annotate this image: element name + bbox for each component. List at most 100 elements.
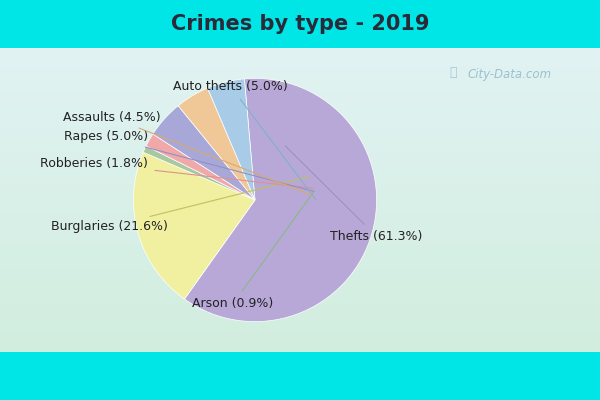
Bar xyxy=(0,270,600,273)
Bar xyxy=(0,66,600,69)
Bar xyxy=(0,346,600,349)
Wedge shape xyxy=(143,146,255,200)
Text: Auto thefts (5.0%): Auto thefts (5.0%) xyxy=(173,80,316,200)
Bar xyxy=(0,312,600,316)
Text: Rapes (5.0%): Rapes (5.0%) xyxy=(64,130,314,191)
Bar xyxy=(0,322,600,325)
Bar xyxy=(0,218,600,221)
Bar xyxy=(0,328,600,331)
Bar xyxy=(0,112,600,115)
Bar xyxy=(0,246,600,249)
Bar xyxy=(0,325,600,328)
Bar xyxy=(0,185,600,188)
Bar xyxy=(0,151,600,154)
Bar xyxy=(0,242,600,246)
Bar xyxy=(0,166,600,170)
Bar xyxy=(0,291,600,294)
Wedge shape xyxy=(208,79,255,200)
Bar xyxy=(0,63,600,66)
Bar xyxy=(0,182,600,185)
Bar xyxy=(0,282,600,285)
Bar xyxy=(0,273,600,276)
Bar xyxy=(0,234,600,236)
Bar xyxy=(0,72,600,75)
Bar xyxy=(0,106,600,109)
Text: Burglaries (21.6%): Burglaries (21.6%) xyxy=(50,176,309,233)
Wedge shape xyxy=(133,152,255,299)
Bar xyxy=(0,331,600,334)
Bar xyxy=(0,261,600,264)
Bar xyxy=(0,215,600,218)
Bar xyxy=(0,318,600,322)
Bar xyxy=(0,249,600,252)
Bar xyxy=(0,300,600,303)
Bar xyxy=(0,139,600,142)
Bar xyxy=(0,221,600,224)
Bar xyxy=(0,54,600,57)
Bar xyxy=(0,179,600,182)
Text: Assaults (4.5%): Assaults (4.5%) xyxy=(62,111,314,196)
Bar xyxy=(0,343,600,346)
Bar xyxy=(0,334,600,337)
Bar xyxy=(0,121,600,124)
Bar xyxy=(0,82,600,84)
Bar xyxy=(0,148,600,151)
Bar xyxy=(0,100,600,103)
Bar xyxy=(0,203,600,206)
Bar xyxy=(0,75,600,78)
Bar xyxy=(0,288,600,291)
Bar xyxy=(0,48,600,51)
Bar xyxy=(0,306,600,310)
Wedge shape xyxy=(153,106,255,200)
Bar xyxy=(0,200,600,203)
Bar xyxy=(0,294,600,297)
Bar xyxy=(0,227,600,230)
Bar xyxy=(0,212,600,215)
Bar xyxy=(0,176,600,179)
Text: ⦿: ⦿ xyxy=(449,66,457,79)
Bar xyxy=(0,160,600,164)
Bar xyxy=(0,173,600,176)
Bar xyxy=(0,154,600,158)
Bar xyxy=(0,191,600,194)
Bar xyxy=(0,188,600,191)
Bar xyxy=(0,136,600,139)
Bar xyxy=(0,349,600,352)
Bar xyxy=(0,84,600,88)
Bar xyxy=(0,267,600,270)
Wedge shape xyxy=(184,78,377,322)
Bar xyxy=(0,303,600,306)
Bar xyxy=(0,240,600,242)
Bar xyxy=(0,276,600,279)
Text: Thefts (61.3%): Thefts (61.3%) xyxy=(286,146,423,243)
Bar xyxy=(0,206,600,209)
Text: Crimes by type - 2019: Crimes by type - 2019 xyxy=(171,14,429,34)
Bar xyxy=(0,130,600,133)
Text: Arson (0.9%): Arson (0.9%) xyxy=(193,191,314,310)
Bar xyxy=(0,194,600,197)
Bar xyxy=(0,103,600,106)
Bar xyxy=(0,316,600,318)
Bar xyxy=(0,255,600,258)
Bar xyxy=(0,285,600,288)
Bar xyxy=(0,88,600,90)
Bar xyxy=(0,142,600,145)
Wedge shape xyxy=(178,88,255,200)
Bar xyxy=(0,158,600,160)
Bar xyxy=(0,258,600,261)
Bar xyxy=(0,51,600,54)
Bar xyxy=(0,69,600,72)
Bar xyxy=(0,78,600,82)
Text: Robberies (1.8%): Robberies (1.8%) xyxy=(40,157,313,188)
Bar xyxy=(0,340,600,343)
Bar xyxy=(0,94,600,97)
Bar xyxy=(0,115,600,118)
Bar xyxy=(0,60,600,63)
Bar xyxy=(0,124,600,127)
Bar xyxy=(0,170,600,173)
Bar xyxy=(0,197,600,200)
Bar xyxy=(0,264,600,267)
Bar xyxy=(0,127,600,130)
Bar xyxy=(0,57,600,60)
Bar xyxy=(0,90,600,94)
